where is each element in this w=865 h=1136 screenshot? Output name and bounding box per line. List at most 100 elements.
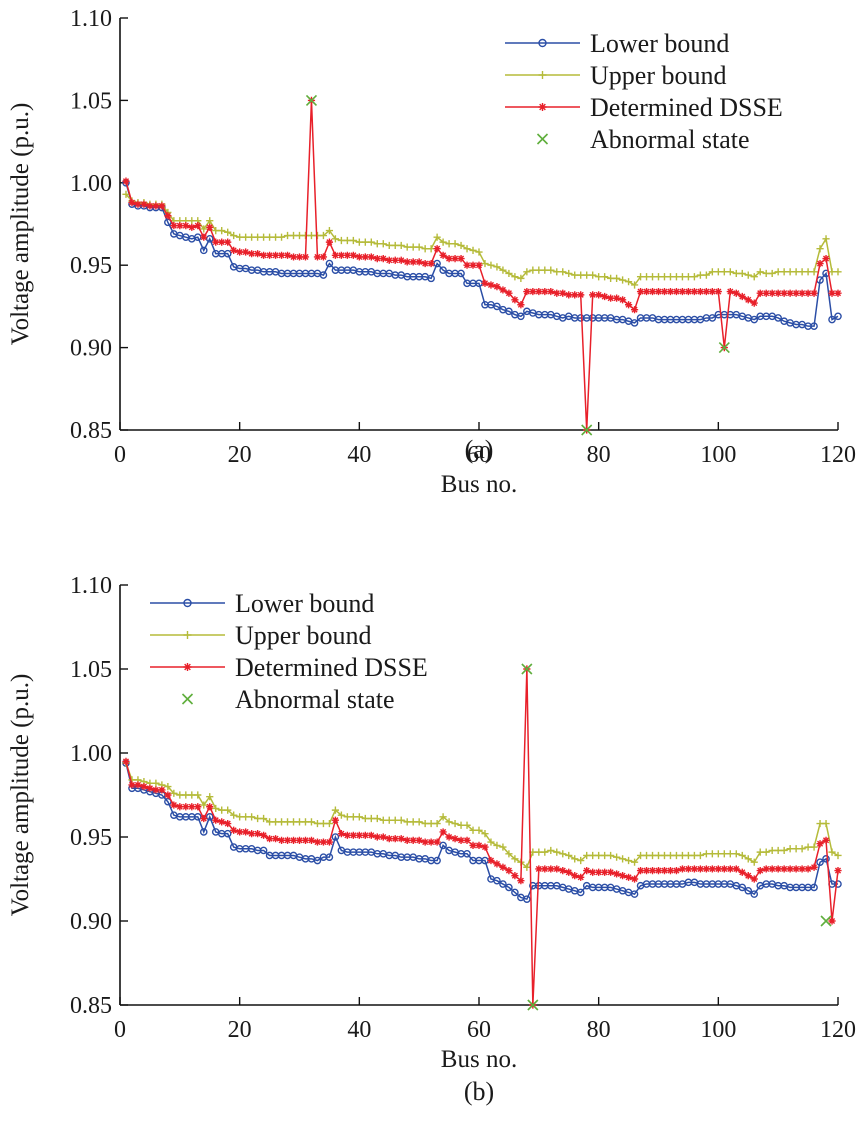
data-point (319, 231, 328, 240)
data-point (194, 803, 202, 811)
data-point (301, 836, 310, 844)
data-point (816, 858, 824, 867)
data-point (654, 867, 663, 875)
data-point (565, 868, 573, 876)
data-point (523, 268, 531, 276)
data-point (493, 841, 501, 849)
data-point (451, 835, 459, 843)
data-point (469, 841, 477, 849)
data-point (660, 867, 669, 875)
data-point (607, 868, 615, 876)
series-abnormal-state (521, 663, 832, 1011)
data-point (822, 836, 830, 844)
data-point (726, 865, 734, 873)
data-point (439, 828, 447, 836)
data-point (343, 251, 351, 259)
data-point (541, 865, 549, 873)
data-point (205, 235, 214, 243)
data-point (810, 843, 818, 851)
data-point (355, 253, 363, 261)
data-point (660, 287, 669, 296)
series-upper-bound (122, 759, 842, 871)
data-point (433, 233, 441, 241)
data-point (361, 253, 369, 261)
data-point (553, 865, 561, 873)
data-point (804, 289, 812, 297)
data-point (820, 915, 832, 927)
data-point (248, 813, 256, 821)
data-point (624, 856, 633, 865)
data-point (134, 781, 142, 789)
data-point (672, 287, 681, 296)
data-point (379, 833, 387, 841)
data-point (200, 225, 208, 233)
data-point (487, 281, 495, 289)
data-point (439, 813, 447, 821)
data-point (630, 858, 639, 866)
data-point (642, 287, 651, 296)
data-point (505, 269, 513, 278)
data-point (367, 831, 375, 839)
data-point (283, 836, 292, 844)
data-point (511, 296, 519, 304)
data-point (224, 806, 232, 814)
data-point (230, 826, 238, 834)
data-point (834, 851, 842, 860)
data-point (188, 223, 196, 231)
data-point (397, 241, 405, 250)
data-point (577, 856, 585, 865)
y-tick-label: 1.10 (70, 573, 112, 599)
data-point (337, 811, 345, 819)
legend-item: Determined DSSE (505, 93, 783, 122)
data-point (307, 836, 316, 844)
series-line (125, 182, 839, 327)
data-point (206, 793, 214, 801)
data-point (672, 867, 681, 875)
data-point (206, 803, 214, 811)
data-point (409, 258, 417, 266)
data-point (732, 289, 740, 297)
data-point (493, 302, 501, 311)
data-point (517, 301, 525, 309)
data-point (666, 287, 675, 296)
data-point (708, 314, 717, 322)
data-point (559, 268, 567, 276)
data-point (499, 266, 507, 274)
data-point (565, 851, 573, 860)
data-point (708, 287, 716, 296)
y-tick-label: 1.05 (70, 657, 112, 683)
data-point (445, 255, 453, 263)
data-point (248, 830, 256, 838)
data-point (325, 226, 334, 235)
data-point (738, 269, 746, 278)
data-point (223, 249, 232, 258)
data-point (193, 813, 202, 821)
legend-item: Determined DSSE (150, 653, 428, 682)
data-point (822, 255, 830, 263)
data-point (756, 289, 764, 297)
data-point (170, 801, 178, 809)
legend-item: Lower bound (150, 589, 374, 618)
data-point (702, 271, 710, 279)
y-tick-label: 0.95 (70, 825, 112, 851)
data-point (499, 843, 507, 851)
legend: Lower bound Upper bound Determined DSSE Abn… (150, 589, 428, 714)
data-point (738, 883, 747, 892)
data-point (487, 838, 495, 846)
data-point (433, 838, 441, 846)
data-point (547, 266, 555, 274)
data-point (277, 233, 286, 241)
data-point (463, 245, 471, 253)
data-point (218, 818, 226, 826)
data-point (744, 271, 752, 279)
data-point (589, 291, 597, 299)
data-point (505, 307, 513, 316)
data-point (158, 202, 166, 210)
data-point (331, 833, 340, 841)
data-point (170, 789, 178, 797)
legend-label: Upper bound (590, 61, 726, 90)
data-point (140, 783, 148, 791)
data-point (331, 235, 339, 243)
data-point (218, 238, 226, 246)
data-point (762, 865, 770, 873)
